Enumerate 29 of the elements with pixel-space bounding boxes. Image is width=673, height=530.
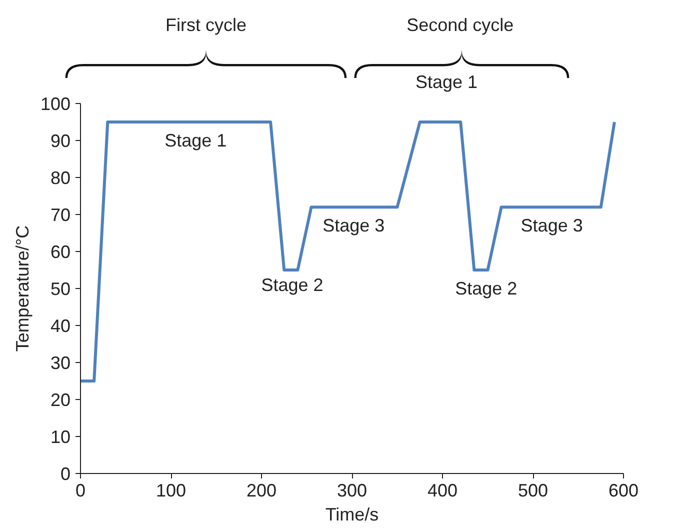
x-axis-title: Time/s <box>325 504 379 524</box>
y-tick-label: 0 <box>60 464 71 484</box>
annotation: Stage 1 <box>164 130 227 150</box>
y-tick-label: 100 <box>40 94 71 114</box>
y-axis-title: Temperature/°C <box>12 225 32 352</box>
x-tick-label: 600 <box>608 480 639 500</box>
x-tick-label: 300 <box>336 480 368 500</box>
x-tick-label: 0 <box>75 480 86 500</box>
y-tick-label: 50 <box>50 279 71 299</box>
text: Second cycle <box>406 14 514 35</box>
text: First cycle <box>166 14 246 35</box>
x-tick-label: 200 <box>246 480 277 500</box>
x-tick-label: 100 <box>156 480 186 500</box>
text: Stage 1 <box>415 72 478 92</box>
line-series <box>80 120 616 382</box>
y-tick-label: 70 <box>50 205 71 225</box>
y-tick-label: 80 <box>50 168 71 188</box>
y-tick-label: 90 <box>50 131 71 151</box>
y-tick-label: 60 <box>50 242 71 262</box>
y-tick-label: 20 <box>50 390 71 410</box>
annotation: Stage 3 <box>322 216 385 236</box>
y-tick-label: 40 <box>50 316 71 336</box>
annotation: Stage 3 <box>520 216 583 236</box>
annotation: Stage 2 <box>261 274 324 295</box>
x-tick-label: 400 <box>427 480 458 500</box>
x-tick-label: 500 <box>518 480 548 500</box>
annotation: Stage 2 <box>455 278 518 298</box>
y-tick-label: 30 <box>50 353 71 373</box>
y-tick-label: 10 <box>50 427 71 447</box>
